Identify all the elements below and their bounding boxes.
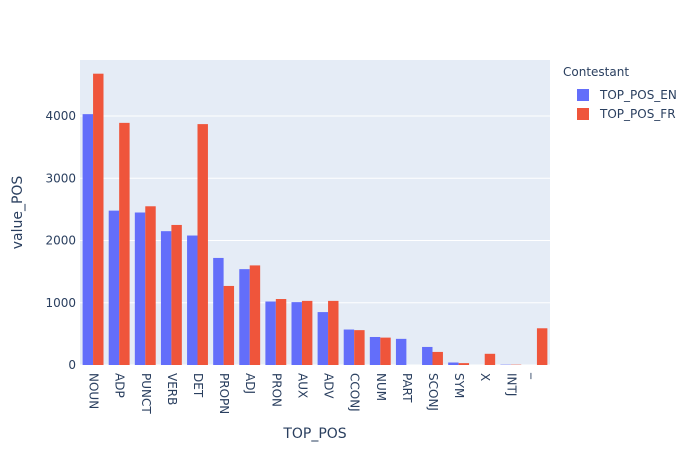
x-tick-label: _	[530, 372, 544, 380]
x-tick-label: SYM	[452, 373, 466, 398]
bars	[82, 73, 548, 366]
bar-top_pos_en-adp[interactable]	[108, 210, 120, 365]
bar-top_pos_fr-cconj[interactable]	[354, 330, 365, 365]
bar-top_pos_fr-x[interactable]	[484, 353, 496, 365]
x-tick-label: VERB	[165, 373, 179, 405]
plot-area	[80, 60, 550, 365]
legend-swatch	[577, 108, 589, 120]
legend-swatch	[577, 89, 589, 101]
bar-top_pos_en-part[interactable]	[395, 338, 407, 365]
x-axis-title: TOP_POS	[282, 426, 346, 442]
bar-top_pos_fr-_[interactable]	[536, 328, 548, 365]
x-tick-label: PUNCT	[139, 373, 153, 414]
bar-top_pos_en-verb[interactable]	[160, 231, 172, 365]
x-tick-label: PROPN	[217, 373, 231, 414]
bar-top_pos_fr-sym[interactable]	[458, 363, 470, 365]
x-tick-label: ADV	[322, 373, 336, 399]
bar-top_pos_fr-adv[interactable]	[328, 300, 339, 365]
bar-top_pos_fr-pron[interactable]	[275, 299, 287, 365]
x-tick-label: ADJ	[243, 373, 257, 394]
bar-top_pos_fr-adj[interactable]	[249, 265, 261, 365]
bar-top_pos_fr-noun[interactable]	[93, 73, 104, 365]
legend[interactable]: Contestant TOP_POS_EN TOP_POS_FR	[563, 65, 677, 121]
bar-top_pos_en-noun[interactable]	[82, 114, 94, 366]
legend-item[interactable]: TOP_POS_EN	[577, 88, 677, 102]
x-tick-label: PART	[400, 373, 414, 403]
gridlines	[80, 115, 550, 366]
bar-top_pos_fr-adp[interactable]	[119, 122, 130, 366]
bar-top_pos_fr-det[interactable]	[197, 124, 208, 365]
bar-top_pos_fr-sconj[interactable]	[432, 351, 443, 365]
bar-top_pos_en-adj[interactable]	[239, 269, 250, 365]
x-tick-label: NOUN	[87, 373, 101, 409]
y-axis-title: value_POS	[10, 176, 26, 250]
bar-top_pos_en-sym[interactable]	[448, 362, 459, 365]
legend-label: TOP_POS_EN	[599, 88, 677, 102]
bar-top_pos_en-pron[interactable]	[265, 301, 276, 365]
legend-label: TOP_POS_FR	[599, 107, 676, 121]
x-tick-label: CCONJ	[348, 373, 362, 412]
x-tick-label: SCONJ	[426, 373, 440, 411]
x-tick-label: ADP	[113, 373, 127, 398]
y-tick-label: 2000	[45, 234, 76, 248]
x-tick-label: INTJ	[504, 373, 518, 396]
bar-top_pos_fr-aux[interactable]	[301, 300, 313, 365]
x-tick-label: PRON	[269, 373, 283, 407]
bar-top_pos_en-adv[interactable]	[317, 312, 329, 365]
y-tick-label: 4000	[45, 109, 76, 123]
x-tick-label: X	[478, 373, 492, 381]
y-axis-ticks: 0 1000 2000 3000 4000	[45, 109, 76, 372]
bar-top_pos_en-det[interactable]	[187, 235, 198, 365]
x-axis-ticks: NOUN ADP PUNCT VERB DET PROPN ADJ PRON AUX ADV CCO…	[87, 372, 545, 414]
bar-top_pos_fr-propn[interactable]	[223, 285, 235, 365]
bar-top_pos_en-punct[interactable]	[134, 212, 146, 366]
y-tick-label: 0	[68, 358, 76, 372]
bar-top_pos_en-cconj[interactable]	[343, 329, 355, 365]
x-tick-label: NUM	[374, 373, 388, 401]
bar-top_pos_en-aux[interactable]	[291, 302, 302, 365]
bar-top_pos_en-num[interactable]	[369, 336, 381, 365]
y-tick-label: 1000	[45, 296, 76, 310]
bar-top_pos_fr-verb[interactable]	[171, 224, 182, 365]
bar-top_pos_en-propn[interactable]	[213, 257, 224, 365]
x-tick-label: DET	[191, 373, 205, 398]
y-tick-label: 3000	[45, 171, 76, 185]
bar-top_pos_fr-punct[interactable]	[145, 206, 156, 365]
legend-title: Contestant	[563, 65, 629, 79]
legend-items[interactable]: TOP_POS_EN TOP_POS_FR	[577, 88, 677, 121]
legend-item[interactable]: TOP_POS_FR	[577, 107, 676, 121]
x-tick-label: AUX	[295, 373, 309, 398]
bar-top_pos_en-sconj[interactable]	[422, 346, 433, 365]
bar-top_pos_fr-num[interactable]	[380, 337, 391, 365]
